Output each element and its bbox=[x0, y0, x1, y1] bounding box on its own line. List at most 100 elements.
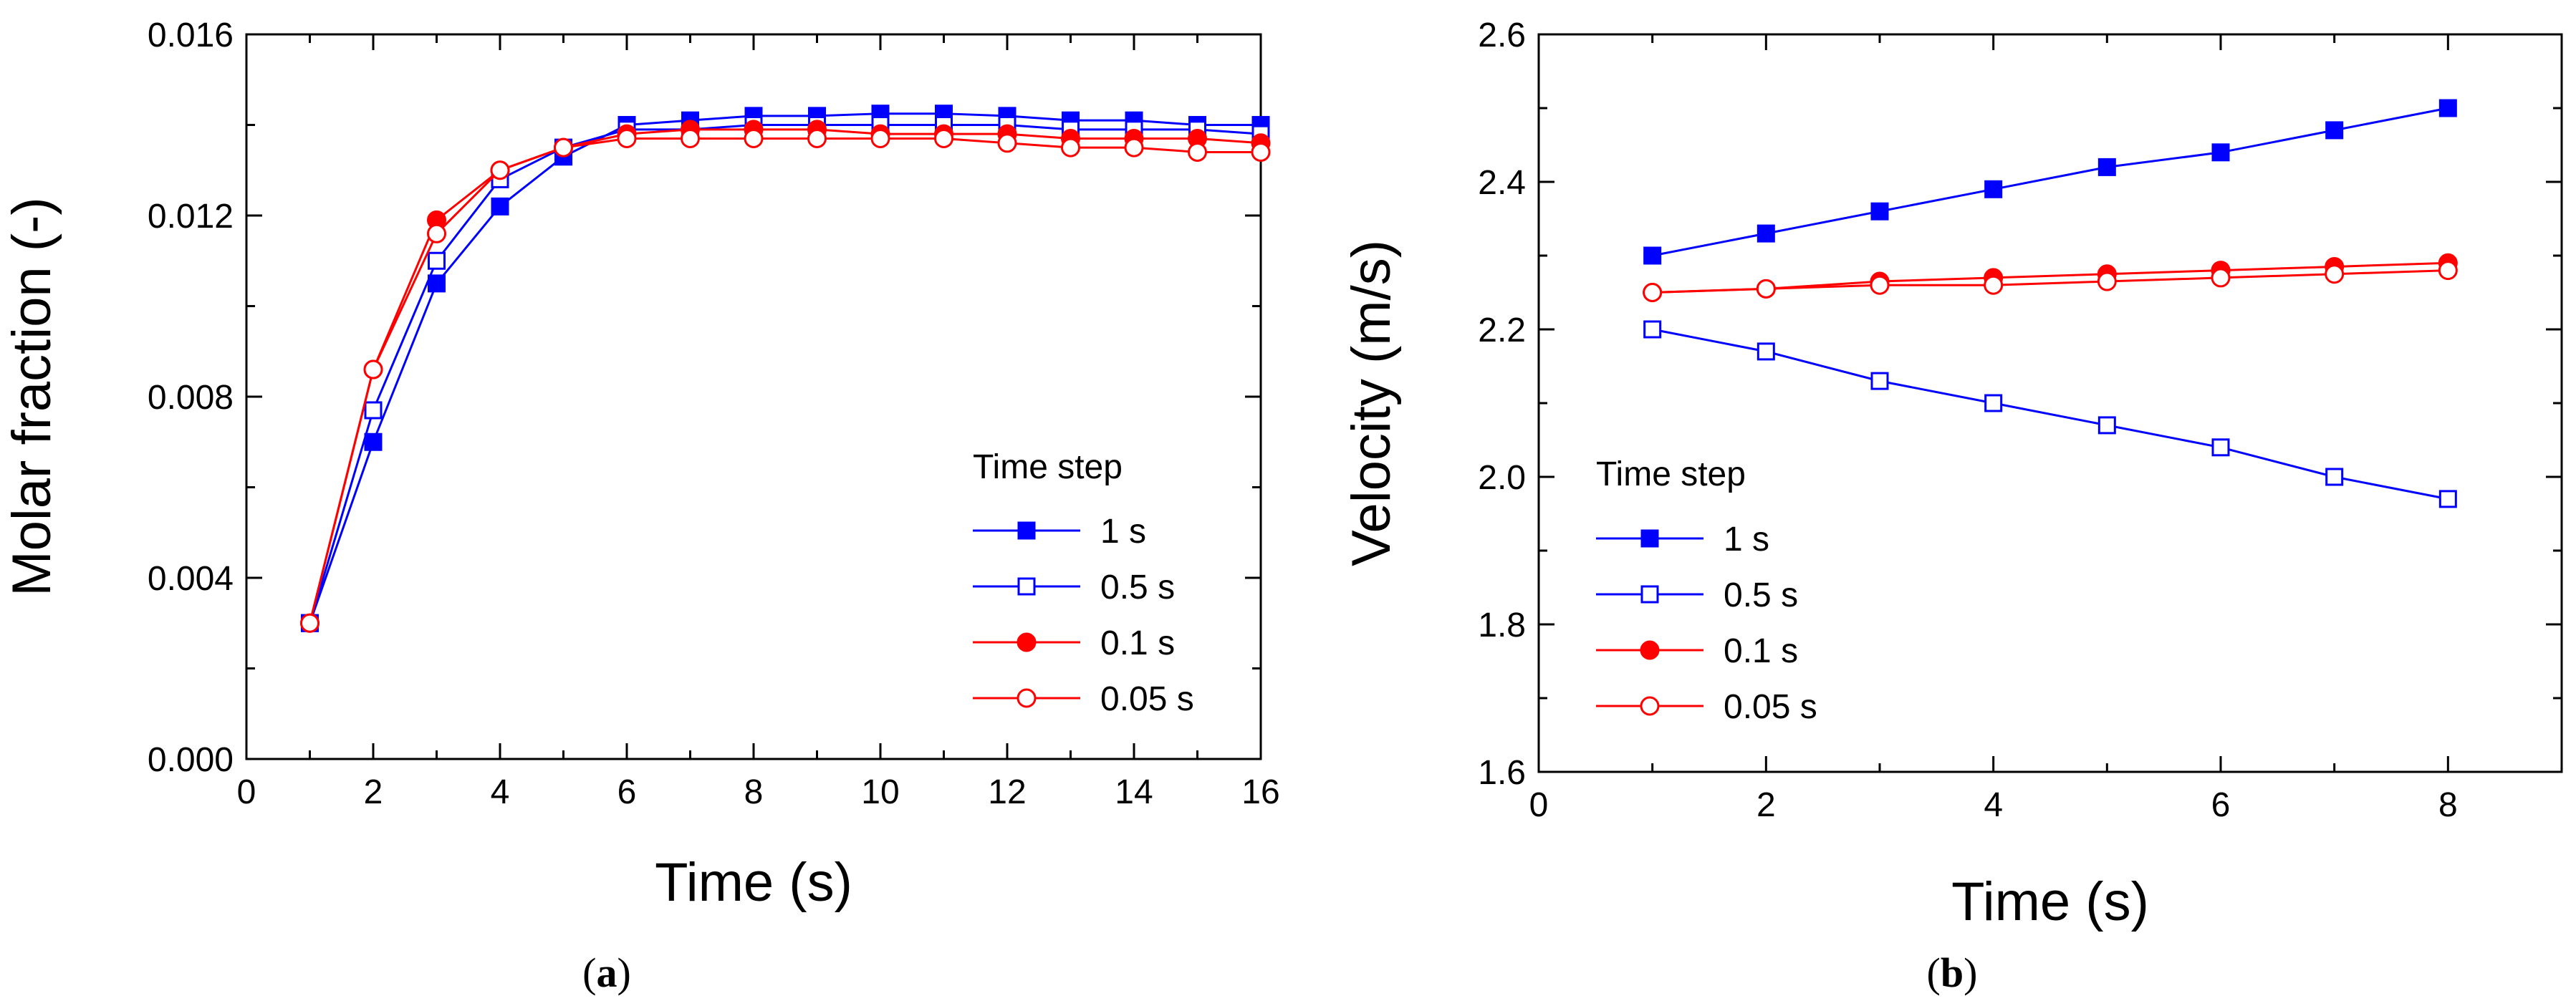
series-line bbox=[309, 137, 1261, 624]
legend-label: 0.05 s bbox=[1724, 688, 1817, 726]
data-point bbox=[2325, 121, 2344, 140]
data-point bbox=[1124, 137, 1144, 158]
legend: Time step 1 s 0.5 s 0.1 s 0.05 s bbox=[1596, 455, 1817, 726]
y-tick-label: 2.4 bbox=[1478, 164, 1526, 202]
data-point bbox=[554, 137, 573, 158]
legend-label: 1 s bbox=[1724, 521, 1769, 558]
series-line bbox=[1652, 107, 2448, 257]
data-point bbox=[1756, 224, 1775, 243]
series-0-5-s bbox=[1643, 320, 2457, 508]
data-point bbox=[491, 197, 509, 216]
y-tick-label: 2.2 bbox=[1478, 311, 1526, 349]
legend-title: Time step bbox=[973, 448, 1123, 486]
data-point bbox=[744, 128, 764, 148]
data-point bbox=[1643, 246, 1662, 265]
x-axis-label: Time (s) bbox=[655, 852, 852, 913]
x-tick-label: 12 bbox=[988, 773, 1026, 811]
legend-label: 0.5 s bbox=[1724, 576, 1798, 614]
series-1-s bbox=[1643, 99, 2457, 265]
legend-label: 0.05 s bbox=[1100, 680, 1194, 718]
x-tick-label: 0 bbox=[1529, 786, 1549, 824]
data-point bbox=[2325, 264, 2345, 284]
legend-marker bbox=[1017, 577, 1036, 596]
legend-marker bbox=[1017, 688, 1037, 708]
data-point bbox=[870, 128, 890, 148]
x-tick-label: 0 bbox=[237, 773, 256, 811]
data-point bbox=[1984, 180, 2003, 198]
data-point bbox=[427, 223, 446, 243]
series-line bbox=[1652, 269, 2448, 294]
data-point bbox=[2325, 468, 2344, 486]
y-tick-label: 0.004 bbox=[148, 560, 234, 598]
y-axis-label: Molar fraction (-) bbox=[1, 197, 62, 596]
y-tick-label: 1.6 bbox=[1478, 754, 1526, 792]
x-tick-label: 14 bbox=[1115, 773, 1153, 811]
data-point bbox=[1870, 202, 1889, 221]
legend-marker bbox=[1017, 521, 1036, 540]
y-axis-label: Velocity (m/s) bbox=[1341, 240, 1402, 566]
series-1-s bbox=[301, 105, 1270, 632]
data-point bbox=[1251, 142, 1271, 162]
legend-marker bbox=[1640, 640, 1660, 660]
data-point bbox=[617, 128, 637, 148]
data-point bbox=[364, 432, 383, 451]
data-point bbox=[1643, 283, 1663, 302]
legend-marker bbox=[1640, 529, 1659, 548]
data-point bbox=[1756, 342, 1775, 361]
series-line bbox=[309, 124, 1261, 624]
data-point bbox=[1061, 137, 1080, 158]
data-point bbox=[2438, 99, 2457, 117]
y-tick-label: 2.0 bbox=[1478, 459, 1526, 497]
legend-marker bbox=[1640, 585, 1659, 604]
legend-marker bbox=[1017, 632, 1037, 652]
x-tick-label: 4 bbox=[1984, 786, 2003, 824]
caption-a: (a) bbox=[582, 949, 631, 996]
data-point bbox=[2097, 158, 2116, 176]
series-0-5-s bbox=[301, 116, 1270, 632]
x-tick-label: 4 bbox=[491, 773, 510, 811]
caption-b: (b) bbox=[1927, 949, 1978, 996]
data-point bbox=[300, 613, 319, 633]
plot-frame bbox=[1537, 33, 2563, 773]
x-tick-label: 2 bbox=[364, 773, 383, 811]
legend-label: 0.1 s bbox=[1100, 624, 1175, 662]
data-point bbox=[1756, 279, 1776, 299]
data-point bbox=[490, 160, 510, 180]
data-point bbox=[2097, 271, 2117, 291]
y-tick-label: 1.8 bbox=[1478, 606, 1526, 644]
series-line bbox=[309, 112, 1261, 624]
y-tick-label: 0.016 bbox=[148, 16, 234, 54]
data-point bbox=[681, 128, 700, 148]
x-tick-label: 10 bbox=[861, 773, 899, 811]
y-tick-label: 0.008 bbox=[148, 379, 234, 417]
x-tick-label: 8 bbox=[744, 773, 764, 811]
legend-label: 0.1 s bbox=[1724, 632, 1798, 670]
data-point bbox=[1870, 275, 1890, 295]
data-point bbox=[1984, 275, 2004, 295]
panel-b: 0 2 4 6 8 1.6 1.8 2.0 2.2 2.4 2.6 Time (s) Velocity … bbox=[1341, 16, 2563, 932]
data-point bbox=[428, 251, 446, 270]
legend-label: 0.5 s bbox=[1100, 569, 1175, 606]
series-0-05-s bbox=[1643, 261, 2458, 302]
data-point bbox=[2211, 143, 2230, 162]
panel-a: 0 2 4 6 8 10 12 14 16 0.000 0.004 0.008 0.012 0.016 Ti… bbox=[1, 16, 1280, 913]
legend-title: Time step bbox=[1596, 455, 1746, 493]
data-point bbox=[1870, 372, 1889, 390]
data-point bbox=[2438, 261, 2458, 281]
data-point bbox=[2211, 438, 2230, 457]
x-tick-label: 16 bbox=[1241, 773, 1279, 811]
legend-label: 1 s bbox=[1100, 513, 1146, 551]
x-tick-label: 6 bbox=[2211, 786, 2231, 824]
data-point bbox=[807, 128, 827, 148]
data-point bbox=[997, 133, 1017, 153]
data-point bbox=[1984, 394, 2003, 412]
data-point bbox=[1643, 320, 1662, 339]
y-tick-label: 0.012 bbox=[148, 198, 234, 236]
data-point bbox=[1188, 142, 1207, 162]
y-tick-label: 0.000 bbox=[148, 741, 234, 779]
data-point bbox=[363, 359, 383, 379]
series-0-1-s bbox=[300, 120, 1271, 633]
data-point bbox=[2097, 416, 2116, 435]
x-tick-label: 8 bbox=[2438, 786, 2458, 824]
